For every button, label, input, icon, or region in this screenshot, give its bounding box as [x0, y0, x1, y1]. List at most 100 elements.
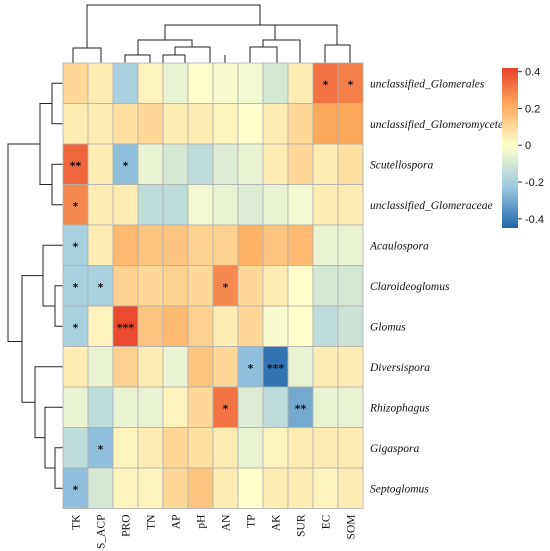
heatmap-cell	[287, 103, 314, 145]
heatmap-cell	[162, 467, 189, 509]
row-label: Septoglomus	[370, 483, 429, 495]
heatmap-cell	[262, 62, 289, 104]
heatmap-cell	[312, 305, 339, 347]
heatmap-cell	[237, 103, 264, 145]
heatmap-cell	[62, 427, 89, 469]
row-dendrogram	[7, 82, 63, 489]
row-labels: unclassified_Glomerales unclassified_Glom…	[369, 78, 508, 495]
heatmap-cell	[262, 305, 289, 347]
heatmap-cell	[312, 386, 339, 428]
legend-tick-label: -0.4	[525, 214, 544, 226]
heatmap-cell	[237, 224, 264, 266]
heatmap-cell	[187, 467, 214, 509]
heatmap-cell	[287, 265, 314, 307]
heatmap-cell	[162, 386, 189, 428]
heatmap-cell	[237, 265, 264, 307]
column-label: SOM	[346, 515, 358, 540]
legend-tick-label: 0.4	[525, 67, 540, 79]
heatmap-cell	[287, 184, 314, 226]
heatmap-cell	[337, 467, 364, 509]
heatmap-cell	[237, 305, 264, 347]
significance-marker: *	[123, 159, 129, 172]
heatmap-cell	[187, 265, 214, 307]
heatmap-cell	[262, 103, 289, 145]
column-label: SUR	[296, 514, 308, 537]
heatmap-cell	[287, 346, 314, 388]
heatmap-cell	[187, 184, 214, 226]
heatmap-cell	[137, 103, 164, 145]
heatmap-cell	[262, 386, 289, 428]
heatmap-cell	[312, 143, 339, 185]
significance-marker: *	[73, 321, 79, 334]
legend-tick-label: -0.2	[525, 177, 544, 189]
heatmap-cell	[187, 305, 214, 347]
heatmap-cell	[112, 265, 139, 307]
significance-marker: **	[70, 159, 82, 172]
column-label: AN	[221, 514, 233, 531]
heatmap-cell	[162, 62, 189, 104]
heatmap-cell	[212, 305, 239, 347]
heatmap-cells	[62, 62, 364, 509]
heatmap-cell	[137, 386, 164, 428]
row-label: Gigaspora	[370, 443, 419, 455]
column-labels: TK S_ACP PRO TN AP pH AN TP AK SUR EC SOM	[71, 514, 358, 549]
column-label: TN	[146, 514, 158, 530]
heatmap-cell	[162, 103, 189, 145]
heatmap-cell	[87, 224, 114, 266]
heatmap-cell	[337, 427, 364, 469]
heatmap-cell	[287, 62, 314, 104]
significance-marker: *	[348, 78, 354, 91]
heatmap-cell	[237, 143, 264, 185]
row-label: unclassified_Glomerales	[370, 78, 485, 90]
column-label: AP	[171, 515, 183, 530]
heatmap-cell	[237, 62, 264, 104]
column-label: S_ACP	[96, 515, 108, 550]
heatmap-cell	[287, 467, 314, 509]
heatmap-cell	[162, 427, 189, 469]
column-label: EC	[321, 514, 333, 529]
heatmap-cell	[112, 62, 139, 104]
heatmap-cell	[187, 346, 214, 388]
heatmap-cell	[137, 346, 164, 388]
heatmap-cell	[62, 346, 89, 388]
heatmap-cell	[212, 184, 239, 226]
heatmap-cell	[312, 103, 339, 145]
color-legend-ticks: 0.4 0.2 0 -0.2 -0.4	[518, 67, 544, 226]
heatmap-cell	[87, 143, 114, 185]
heatmap-cell	[212, 103, 239, 145]
column-label: AK	[271, 514, 283, 531]
heatmap-cell	[137, 305, 164, 347]
significance-marker: *	[98, 443, 104, 456]
heatmap-cell	[62, 224, 89, 266]
color-legend-bar	[502, 68, 518, 228]
heatmap-cell	[187, 143, 214, 185]
heatmap-cell	[237, 184, 264, 226]
heatmap-cell	[262, 143, 289, 185]
heatmap-cell	[237, 427, 264, 469]
heatmap-cell	[137, 143, 164, 185]
heatmap-cell	[137, 427, 164, 469]
heatmap-cell	[237, 467, 264, 509]
heatmap-cell	[112, 467, 139, 509]
heatmap-cell	[212, 143, 239, 185]
heatmap-cell	[162, 265, 189, 307]
heatmap-cell	[87, 386, 114, 428]
heatmap-cell	[337, 143, 364, 185]
heatmap-cell	[112, 386, 139, 428]
heatmap-cell	[62, 386, 89, 428]
heatmap-cell	[212, 62, 239, 104]
color-legend: 0.4 0.2 0 -0.2 -0.4	[502, 67, 544, 228]
significance-marker: *	[73, 483, 79, 496]
heatmap-cell	[312, 346, 339, 388]
heatmap-cell	[262, 184, 289, 226]
significance-marker: ***	[117, 321, 135, 334]
heatmap-cell	[312, 427, 339, 469]
legend-tick-label: 0.2	[525, 103, 540, 115]
column-label: pH	[196, 515, 208, 529]
heatmap-cell	[212, 346, 239, 388]
heatmap-cell	[187, 103, 214, 145]
row-label: Rhizophagus	[369, 402, 430, 414]
heatmap-cell	[87, 62, 114, 104]
row-label: Claroideoglomus	[370, 281, 450, 293]
